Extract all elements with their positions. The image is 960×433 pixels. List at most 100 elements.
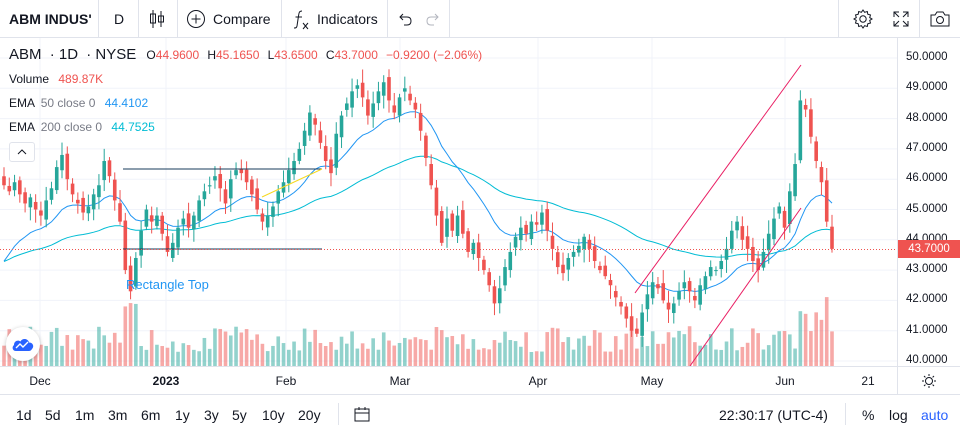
settings-button[interactable] [852,0,874,37]
candle-body [286,170,291,184]
timezone-clock[interactable]: 22:30:17 (UTC-4) [719,407,828,423]
volume-bar [555,328,560,366]
candle-body [18,180,22,195]
price-tick-label: 42.0000 [906,293,948,306]
candle-body [635,328,639,334]
candle-body [434,187,439,216]
undo-button[interactable] [396,0,414,37]
yellow-trendline[interactable] [261,168,323,198]
symbol-search[interactable]: ABM INDUS' [9,0,92,37]
candle-body [91,194,96,210]
goto-date-button[interactable] [353,405,371,428]
volume-bar [281,343,286,366]
tradingview-logo[interactable] [6,327,40,361]
candle-body [350,91,354,108]
volume-bar [777,331,782,366]
candle-body [76,199,80,204]
range-button-1y[interactable]: 1y [175,407,190,423]
candle-body [524,224,528,234]
range-button-3m[interactable]: 3m [108,407,128,423]
volume-bar [577,338,581,366]
candle-body [603,265,608,277]
candle-body [809,109,813,137]
range-button-5d[interactable]: 5d [45,407,61,423]
legend-ema-200[interactable]: EMA 200 close 0 44.7525 [9,120,155,134]
range-button-6m[interactable]: 6m [141,407,161,423]
chart-type-button[interactable] [148,0,166,37]
candle-body [629,316,634,331]
legend-change: −0.9200 (−2.06%) [386,48,483,62]
legend-ema-50[interactable]: EMA 50 close 0 44.4102 [9,96,148,110]
fullscreen-button[interactable] [891,0,911,37]
drawings[interactable] [0,64,897,366]
volume-bar [350,331,354,366]
candle-body [671,303,676,314]
candle-body [608,280,613,286]
chart-pane[interactable]: ABM · 1D · NYSE O44.9600 H45.1650 L43.65… [0,38,897,366]
log-toggle[interactable]: log [889,407,908,423]
cloud-logo-icon [12,338,34,351]
candle-body [503,267,507,286]
legend-sep: · [86,46,92,63]
volume-bar [708,334,713,366]
candle-body [54,167,59,191]
range-button-10y[interactable]: 10y [262,407,285,423]
volume-bar [339,336,344,366]
legend-low-label: L [267,48,275,62]
axis-settings-button[interactable] [897,367,960,394]
candle-body [824,180,829,222]
candle-body [329,159,333,174]
volume-bar [492,340,497,366]
time-axis[interactable]: Dec 2023 Feb Mar Apr May Jun 21 [0,366,960,394]
channel-lower-line[interactable] [689,207,802,366]
price-axis[interactable]: 50.0000 49.0000 48.0000 47.0000 46.0000 45.00… [897,38,960,366]
candle-body [2,176,6,186]
indicators-button[interactable]: Indicators [292,0,378,37]
interval-button[interactable]: D [114,0,124,37]
volume-bar [661,343,666,366]
range-button-3y[interactable]: 3y [204,407,219,423]
candle-body [165,236,170,252]
snapshot-button[interactable] [929,0,951,37]
range-button-5y[interactable]: 5y [232,407,247,423]
volume-bar [112,332,117,366]
volume-bar [645,346,650,366]
price-chart[interactable] [0,38,897,366]
legend-collapse-button[interactable] [9,142,35,162]
candle-body [661,283,666,301]
candle-body [149,215,154,222]
range-button-20y[interactable]: 20y [298,407,321,423]
candle-body [782,210,787,228]
volume-bar [624,333,629,366]
candle-body [714,270,718,272]
percent-toggle[interactable]: % [862,407,875,423]
redo-button[interactable] [424,0,442,37]
candle-body [381,82,386,96]
candle-body [28,197,33,208]
candle-body [424,135,428,158]
volume-bar [160,346,165,366]
volume-bar [392,345,397,366]
candle-body [656,284,660,289]
candle-series [2,69,834,347]
legend-volume[interactable]: Volume 489.87K [9,72,103,86]
candle-body [355,85,360,89]
candle-body [830,226,834,249]
candle-body [218,174,223,189]
price-tick-label: 47.0000 [906,141,948,154]
candle-body [70,183,75,195]
candle-body [613,291,618,298]
compare-button[interactable]: Compare [186,0,271,37]
volume-bar [824,297,829,366]
volume-bar [566,337,571,366]
legend-open-label: O [146,48,156,62]
range-button-1m[interactable]: 1m [75,407,95,423]
candle-body [534,222,539,225]
channel-upper-line[interactable] [634,64,802,294]
auto-toggle[interactable]: auto [921,407,949,423]
toolbar-separator [281,0,282,37]
camera-icon [930,11,950,26]
candle-body [777,206,782,214]
range-button-1d[interactable]: 1d [16,407,32,423]
volume-bar [529,351,534,366]
